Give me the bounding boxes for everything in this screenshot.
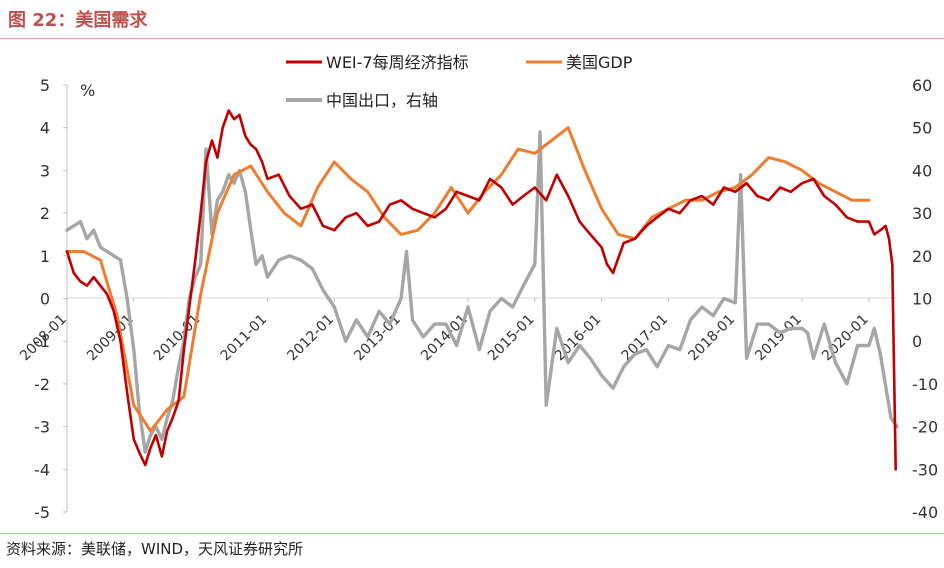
y2-tick-label: -10 xyxy=(912,375,938,394)
y-tick-label: -2 xyxy=(34,375,50,394)
y2-tick-label: 20 xyxy=(912,247,932,266)
y-tick-label: 1 xyxy=(40,247,50,266)
y-tick-label: 4 xyxy=(40,119,50,138)
x-tick-label: 2015-01 xyxy=(485,312,538,365)
series-line-us-gdp xyxy=(65,126,871,433)
bottom-divider xyxy=(0,533,944,534)
y-tick-label: -3 xyxy=(34,418,50,437)
y-tick-label: 3 xyxy=(40,161,50,180)
y2-tick-label: -30 xyxy=(912,460,938,479)
series-layer xyxy=(65,109,899,471)
legend-label: WEI-7每周经济指标 xyxy=(326,53,469,72)
y-tick-label: -1 xyxy=(34,332,50,351)
x-tick-label: 2008-01 xyxy=(17,312,70,365)
axes: -5-4-3-2-1012345-40-30-20-10010203040506… xyxy=(17,76,938,522)
chart: -5-4-3-2-1012345-40-30-20-10010203040506… xyxy=(17,53,938,522)
x-tick-label: 2011-01 xyxy=(218,312,271,365)
x-tick-label: 2013-01 xyxy=(351,312,404,365)
series-line-china-export xyxy=(65,130,899,454)
y-tick-label: -4 xyxy=(34,460,50,479)
y2-tick-label: 10 xyxy=(912,290,932,309)
y-tick-label: 0 xyxy=(40,290,50,309)
top-divider xyxy=(0,38,944,39)
y-axis-label: % xyxy=(80,81,95,100)
x-tick-label: 2012-01 xyxy=(284,312,337,365)
source-note: 资料来源：美联储，WIND，天风证券研究所 xyxy=(6,540,304,558)
y2-tick-label: 40 xyxy=(912,161,932,180)
y2-tick-label: 50 xyxy=(912,119,932,138)
y2-tick-label: 30 xyxy=(912,204,932,223)
legend-label: 中国出口，右轴 xyxy=(326,91,438,110)
y2-tick-label: 0 xyxy=(912,332,922,351)
y-tick-label: -5 xyxy=(34,503,50,522)
x-tick-label: 2018-01 xyxy=(685,312,738,365)
legend: WEI-7每周经济指标 美国GDP 中国出口，右轴 xyxy=(286,53,633,110)
figure-title: 图 22：美国需求 xyxy=(8,10,148,31)
legend-label: 美国GDP xyxy=(566,53,633,72)
x-tick-label: 2019-01 xyxy=(752,312,805,365)
y-tick-label: 2 xyxy=(40,204,50,223)
y2-tick-label: -40 xyxy=(912,503,938,522)
y2-tick-label: 60 xyxy=(912,76,932,95)
y-tick-label: 5 xyxy=(40,76,50,95)
y2-tick-label: -20 xyxy=(912,418,938,437)
series-line-wei7 xyxy=(65,109,898,471)
